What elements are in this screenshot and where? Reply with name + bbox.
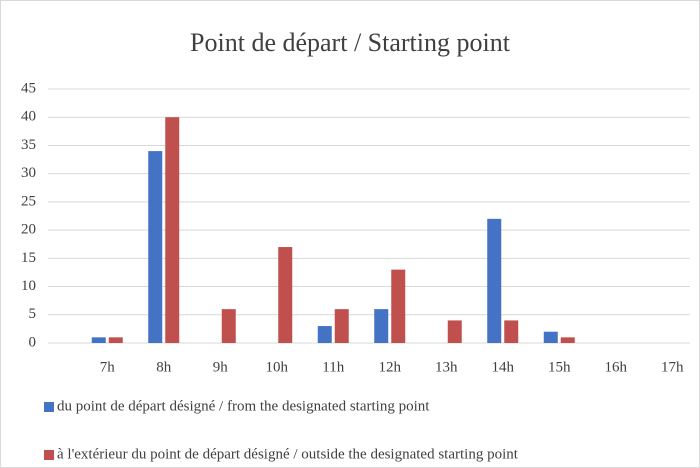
bar [91, 337, 106, 343]
bar [334, 309, 349, 343]
x-tick-label: 15h [548, 359, 571, 375]
x-tick-label: 8h [156, 359, 172, 375]
legend-swatch [44, 450, 54, 460]
y-tick-label: 20 [21, 222, 36, 238]
x-tick-label: 11h [322, 359, 344, 375]
chart-title: Point de départ / Starting point [190, 28, 511, 57]
y-tick-label: 25 [21, 193, 36, 209]
x-tick-label: 13h [435, 359, 458, 375]
bar [543, 331, 558, 343]
x-tick-label: 12h [379, 359, 402, 375]
legend-label: du point de départ désigné / from the de… [57, 398, 430, 414]
y-tick-label: 15 [21, 250, 36, 266]
x-tick-label: 16h [605, 359, 628, 375]
bar [221, 309, 236, 343]
bar [391, 269, 406, 343]
bar [317, 326, 332, 343]
legend-swatch [44, 402, 54, 412]
bar [148, 151, 163, 343]
x-tick-label: 17h [661, 359, 684, 375]
y-tick-label: 5 [29, 306, 37, 322]
y-tick-label: 0 [29, 334, 37, 350]
bar [504, 320, 519, 343]
bar [560, 337, 575, 343]
x-tick-label: 9h [213, 359, 229, 375]
x-tick-label: 7h [100, 359, 116, 375]
bar [165, 117, 180, 343]
x-tick-label: 14h [492, 359, 515, 375]
y-tick-label: 10 [21, 278, 36, 294]
bar [374, 309, 389, 343]
bar [278, 247, 293, 343]
x-tick-label: 10h [266, 359, 289, 375]
bar [108, 337, 123, 343]
y-tick-label: 40 [21, 109, 36, 125]
y-tick-label: 35 [21, 137, 36, 153]
y-tick-label: 45 [21, 80, 36, 96]
bar [487, 218, 502, 343]
y-tick-label: 30 [21, 165, 36, 181]
legend-label: à l'extérieur du point de départ désigné… [57, 446, 519, 462]
bar [447, 320, 462, 343]
